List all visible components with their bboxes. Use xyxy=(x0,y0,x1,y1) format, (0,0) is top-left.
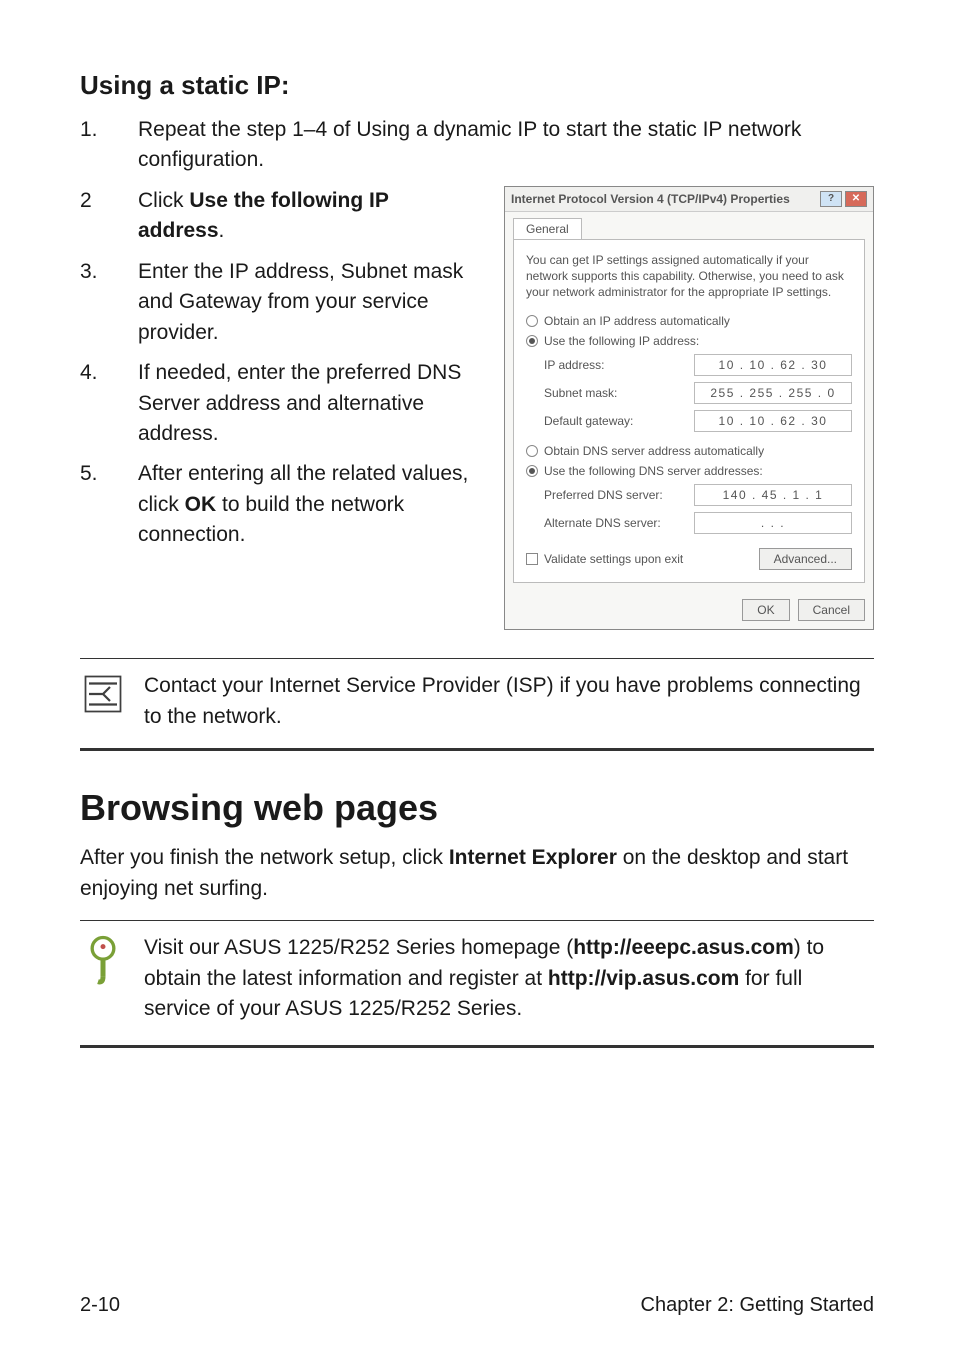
browsing-heading: Browsing web pages xyxy=(80,787,874,829)
step-text: Enter the IP address, Subnet mask and Ga… xyxy=(138,257,480,348)
ip-address-input[interactable]: 10 . 10 . 62 . 30 xyxy=(694,354,852,376)
step-list: 1. Repeat the step 1–4 of Using a dynami… xyxy=(80,115,874,176)
step-text: Repeat the step 1–4 of Using a dynamic I… xyxy=(138,115,874,176)
step-text: If needed, enter the preferred DNS Serve… xyxy=(138,358,480,449)
radio-icon xyxy=(526,315,538,327)
note-icon xyxy=(80,671,126,732)
subnet-mask-label: Subnet mask: xyxy=(544,386,694,400)
advanced-button[interactable]: Advanced... xyxy=(759,548,852,570)
tip-icon xyxy=(80,933,126,1024)
note-text: Contact your Internet Service Provider (… xyxy=(144,671,874,732)
gateway-input[interactable]: 10 . 10 . 62 . 30 xyxy=(694,410,852,432)
ok-button[interactable]: OK xyxy=(742,599,789,621)
step-number: 2 xyxy=(80,186,138,247)
step-text: Click Use the following IP address. xyxy=(138,186,480,247)
browsing-body: After you finish the network setup, clic… xyxy=(80,843,874,904)
pref-dns-label: Preferred DNS server: xyxy=(544,488,694,502)
tip-text: Visit our ASUS 1225/R252 Series homepage… xyxy=(144,933,874,1024)
alt-dns-label: Alternate DNS server: xyxy=(544,516,694,530)
step-item: 3. Enter the IP address, Subnet mask and… xyxy=(80,257,480,348)
gateway-label: Default gateway: xyxy=(544,414,694,428)
section-heading: Using a static IP: xyxy=(80,70,874,101)
validate-checkbox-row[interactable]: Validate settings upon exit Advanced... xyxy=(526,548,852,570)
tab-general[interactable]: General xyxy=(513,218,582,239)
step-item: 2 Click Use the following IP address. xyxy=(80,186,480,247)
step-number: 4. xyxy=(80,358,138,449)
radio-icon xyxy=(526,335,538,347)
tip-block: Visit our ASUS 1225/R252 Series homepage… xyxy=(80,920,874,1047)
radio-auto-dns[interactable]: Obtain DNS server address automatically xyxy=(526,444,852,458)
step-item: 1. Repeat the step 1–4 of Using a dynami… xyxy=(80,115,874,176)
page-footer: 2-10 Chapter 2: Getting Started xyxy=(80,1294,874,1317)
close-button[interactable]: ✕ xyxy=(845,191,867,207)
radio-icon xyxy=(526,465,538,477)
chapter-label: Chapter 2: Getting Started xyxy=(641,1294,874,1317)
cancel-button[interactable]: Cancel xyxy=(798,599,865,621)
step-number: 5. xyxy=(80,459,138,550)
radio-label: Obtain an IP address automatically xyxy=(544,314,730,328)
radio-label: Obtain DNS server address automatically xyxy=(544,444,764,458)
step-number: 1. xyxy=(80,115,138,176)
note-block: Contact your Internet Service Provider (… xyxy=(80,658,874,751)
dialog-title: Internet Protocol Version 4 (TCP/IPv4) P… xyxy=(511,192,790,206)
validate-label: Validate settings upon exit xyxy=(544,552,683,566)
step-item: 5. After entering all the related values… xyxy=(80,459,480,550)
radio-use-dns[interactable]: Use the following DNS server addresses: xyxy=(526,464,852,478)
properties-dialog: Internet Protocol Version 4 (TCP/IPv4) P… xyxy=(504,186,874,631)
radio-icon xyxy=(526,445,538,457)
help-button[interactable]: ? xyxy=(820,191,842,207)
checkbox-icon xyxy=(526,553,538,565)
step-text: After entering all the related values, c… xyxy=(138,459,480,550)
subnet-mask-input[interactable]: 255 . 255 . 255 . 0 xyxy=(694,382,852,404)
page-number: 2-10 xyxy=(80,1294,120,1317)
step-list-cont: 2 Click Use the following IP address. 3.… xyxy=(80,186,480,551)
radio-use-ip[interactable]: Use the following IP address: xyxy=(526,334,852,348)
ip-address-label: IP address: xyxy=(544,358,694,372)
alt-dns-input[interactable]: . . . xyxy=(694,512,852,534)
step-number: 3. xyxy=(80,257,138,348)
dialog-intro: You can get IP settings assigned automat… xyxy=(526,252,852,301)
dialog-titlebar: Internet Protocol Version 4 (TCP/IPv4) P… xyxy=(505,187,873,212)
step-item: 4. If needed, enter the preferred DNS Se… xyxy=(80,358,480,449)
pref-dns-input[interactable]: 140 . 45 . 1 . 1 xyxy=(694,484,852,506)
radio-label: Use the following DNS server addresses: xyxy=(544,464,763,478)
radio-auto-ip[interactable]: Obtain an IP address automatically xyxy=(526,314,852,328)
radio-label: Use the following IP address: xyxy=(544,334,699,348)
